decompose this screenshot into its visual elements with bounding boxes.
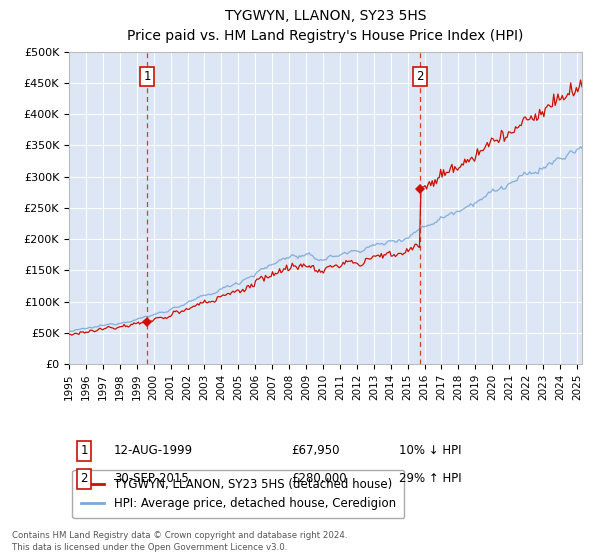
Text: 1: 1 bbox=[143, 70, 151, 83]
Legend: TYGWYN, LLANON, SY23 5HS (detached house), HPI: Average price, detached house, C: TYGWYN, LLANON, SY23 5HS (detached house… bbox=[73, 470, 404, 519]
Text: Contains HM Land Registry data © Crown copyright and database right 2024.
This d: Contains HM Land Registry data © Crown c… bbox=[12, 531, 347, 552]
Text: 10% ↓ HPI: 10% ↓ HPI bbox=[399, 444, 461, 458]
Text: 29% ↑ HPI: 29% ↑ HPI bbox=[399, 472, 461, 486]
Text: 12-AUG-1999: 12-AUG-1999 bbox=[114, 444, 193, 458]
Text: £67,950: £67,950 bbox=[291, 444, 340, 458]
Text: 2: 2 bbox=[416, 70, 424, 83]
Text: 1: 1 bbox=[80, 444, 88, 458]
Text: £280,000: £280,000 bbox=[291, 472, 347, 486]
Text: 2: 2 bbox=[80, 472, 88, 486]
Text: 30-SEP-2015: 30-SEP-2015 bbox=[114, 472, 189, 486]
Title: TYGWYN, LLANON, SY23 5HS
Price paid vs. HM Land Registry's House Price Index (HP: TYGWYN, LLANON, SY23 5HS Price paid vs. … bbox=[127, 9, 524, 44]
